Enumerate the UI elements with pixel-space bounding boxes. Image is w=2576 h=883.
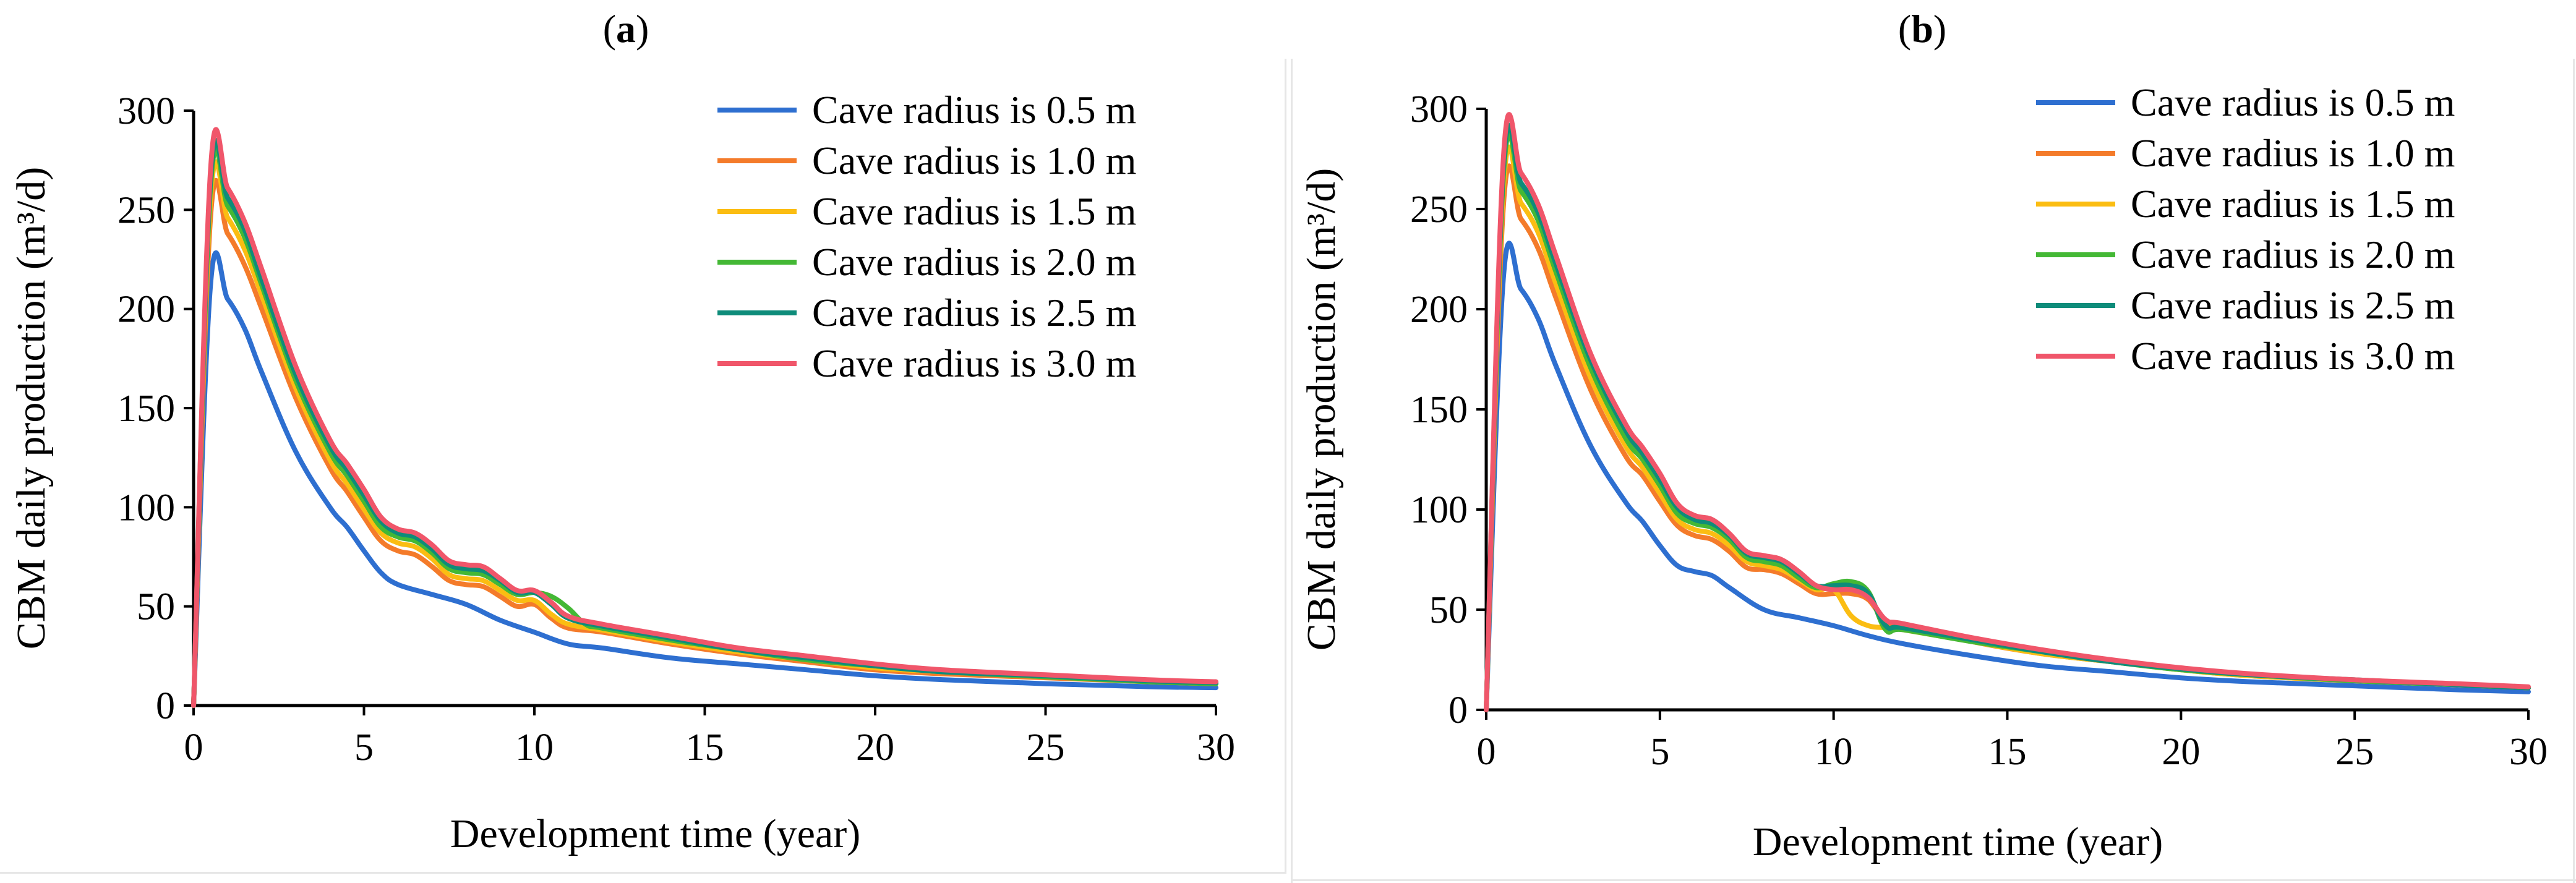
x-tick-label: 0 [1477,731,1496,773]
legend-entry-3: Cave radius is 1.5 m [2131,182,2455,226]
panel-label-close: ) [636,7,649,51]
panel-a-frame-bottom [0,872,1286,874]
x-tick-label: 25 [1027,727,1065,769]
x-tick-label: 25 [2335,731,2374,773]
y-tick-label: 200 [118,289,175,331]
y-tick-label: 0 [156,685,175,727]
x-tick-label: 15 [686,727,724,769]
x-tick-label: 30 [2509,731,2548,773]
series-line-1 [191,250,1218,708]
y-tick-label: 100 [1410,489,1468,531]
legend-entry-6: Cave radius is 3.0 m [2131,334,2455,378]
y-tick-label: 150 [1410,389,1468,431]
series-line-6 [191,127,1218,708]
y-tick-label: 100 [118,487,175,529]
x-tick-label: 15 [1988,731,2027,773]
legend-entry-5: Cave radius is 2.5 m [2131,283,2455,327]
y-tick-label: 0 [1448,689,1468,732]
x-tick-label: 30 [1197,727,1235,769]
panel-b-frame-right [2573,59,2575,883]
series-line-3 [1484,144,2531,712]
y-tick-label: 150 [118,388,175,430]
x-tick-label: 20 [2162,731,2200,773]
y-tick-label: 50 [137,586,175,628]
legend-entry-1: Cave radius is 0.5 m [812,88,1136,132]
panel-label-b: (b) [1898,7,1946,51]
x-tick-label: 20 [856,727,894,769]
legend-entry-2: Cave radius is 1.0 m [812,139,1136,182]
panel-label-letter: a [616,7,636,51]
y-tick-label: 300 [1410,88,1468,130]
y-tick-label: 250 [1410,189,1468,231]
x-tick-label: 10 [1815,731,1853,773]
x-axis-label: Development time (year) [1753,819,2163,864]
x-tick-label: 5 [354,727,374,769]
x-tick-label: 0 [184,727,203,769]
y-tick-label: 250 [118,189,175,231]
panel-b-frame-left [1291,59,1293,883]
legend-entry-2: Cave radius is 1.0 m [2131,131,2455,175]
legend-entry-4: Cave radius is 2.0 m [812,240,1136,284]
legend-entry-4: Cave radius is 2.0 m [2131,232,2455,276]
chart-a: (a)0 5 10 15 20 25 30050100150200250300Develop… [9,7,1235,856]
legend-entry-1: Cave radius is 0.5 m [2131,80,2455,124]
panel-a-frame-right [1285,59,1286,874]
legend-entry-3: Cave radius is 1.5 m [812,189,1136,233]
panel-label-letter: b [1911,7,1933,51]
panel-label-close: ) [1933,7,1946,51]
panel-label-open: ( [603,7,616,51]
panel-label-a: (a) [603,7,649,51]
y-tick-label: 200 [1410,289,1468,331]
series-line-1 [1484,241,2531,712]
legend-entry-5: Cave radius is 2.5 m [812,291,1136,335]
y-axis-label: CBM daily production (m³/d) [1299,168,1344,651]
y-tick-label: 300 [118,90,175,132]
x-tick-label: 5 [1650,731,1669,773]
x-tick-label: 10 [515,727,554,769]
chart-b: (b)0 5 10 15 20 25 30050100150200250300Develop… [1299,7,2548,864]
legend-entry-6: Cave radius is 3.0 m [812,341,1136,385]
panel-b-frame-bottom [1291,879,2576,881]
y-tick-label: 50 [1429,589,1468,631]
y-axis-label: CBM daily production (m³/d) [9,167,54,650]
series-line-6 [1484,112,2531,712]
panel-label-open: ( [1898,7,1911,51]
x-axis-label: Development time (year) [450,811,860,856]
